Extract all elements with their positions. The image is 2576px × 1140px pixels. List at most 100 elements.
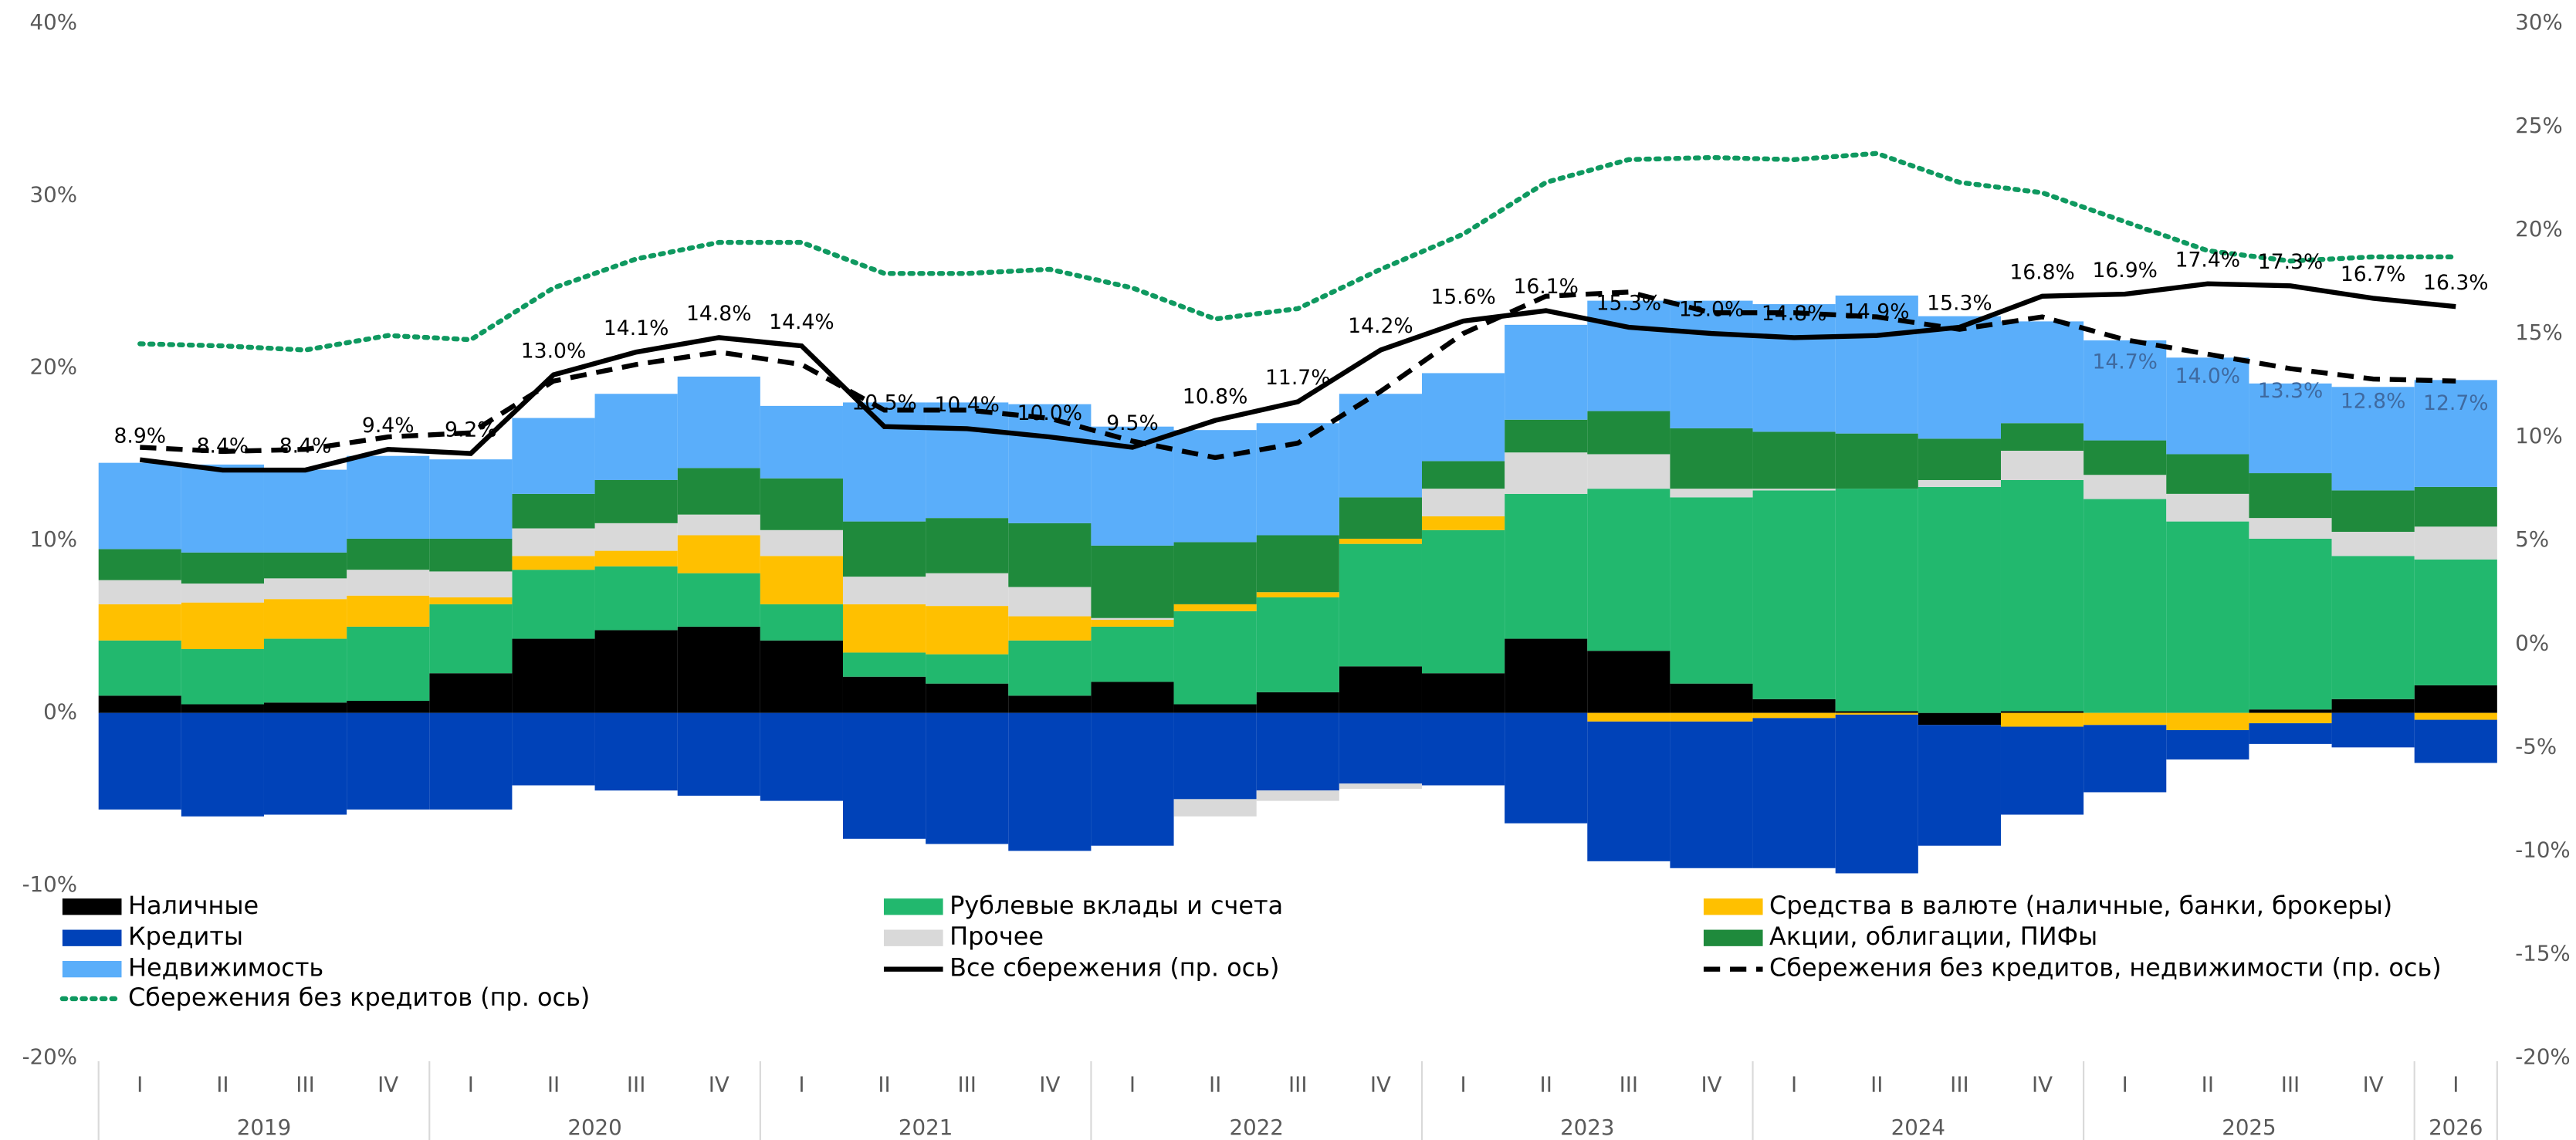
bar-segment [2249, 538, 2332, 710]
bar-segment [2000, 479, 2084, 712]
x-tick-label: I [468, 1072, 474, 1098]
x-tick-label: III [957, 1072, 976, 1098]
bar-segment [1173, 712, 1257, 800]
bar-segment [1587, 300, 1671, 411]
data-label: 14.8% [686, 302, 751, 326]
bar-segment [2331, 490, 2415, 533]
bar-segment [1091, 626, 1174, 682]
bar-segment [1752, 718, 1836, 868]
bar-segment [2414, 380, 2497, 487]
data-label: 14.0% [2175, 364, 2240, 388]
bar-segment [98, 549, 181, 580]
bar-segment [429, 673, 513, 713]
bar-segment [2249, 709, 2332, 713]
bar-segment [98, 462, 181, 550]
bar-segment [1421, 712, 1505, 786]
x-group-label: 2025 [2222, 1115, 2276, 1140]
bar-segment [1256, 692, 1339, 713]
legend-swatch [62, 961, 122, 978]
y-tick-label: 20% [30, 354, 77, 380]
data-label: 14.7% [2092, 350, 2157, 374]
x-tick-label: IV [1039, 1072, 1060, 1098]
bar-segment [2249, 383, 2332, 474]
bar-segment [1835, 712, 1918, 715]
bar-segment [2083, 340, 2167, 441]
bar-segment [842, 676, 926, 713]
bar-segment [1918, 725, 2001, 846]
x-tick-label: II [1870, 1072, 1883, 1098]
bar-segment [347, 570, 430, 596]
bar-segment [1091, 545, 1174, 618]
data-label: 14.9% [1844, 299, 1909, 323]
bar-segment [1752, 431, 1836, 489]
bar-segment [2249, 723, 2332, 744]
bar-segment [1587, 651, 1671, 713]
bar-segment [842, 652, 926, 677]
y2-tick-label: 5% [2515, 526, 2549, 552]
bar-segment [429, 459, 513, 539]
bar-segment [429, 712, 513, 810]
bar-segment [1587, 454, 1671, 489]
bar-segment [2166, 729, 2249, 759]
bar-segment [1008, 404, 1092, 523]
x-group-label: 2026 [2429, 1115, 2483, 1140]
bar-segment [347, 701, 430, 713]
y2-tick-label: -10% [2515, 837, 2570, 862]
bar-segment [1505, 493, 1588, 639]
bar-segment [1091, 682, 1174, 713]
x-tick-label: IV [2363, 1072, 2384, 1098]
bar-segment [2249, 712, 2332, 724]
bar-segment [2000, 450, 2084, 480]
bar-segment [1421, 489, 1505, 516]
bar-segment [2166, 712, 2249, 730]
bar-segment [1505, 419, 1588, 453]
bar-segment [1008, 712, 1092, 851]
bar-segment [429, 538, 513, 572]
y-tick-label: 30% [30, 181, 77, 207]
bar-segment [2249, 473, 2332, 519]
bar-segment [1918, 479, 2001, 487]
bar-segment [1670, 428, 1753, 489]
data-label: 16.9% [2092, 259, 2157, 282]
bar-segment [2166, 357, 2249, 455]
bar-segment [842, 402, 926, 522]
bar-segment [2000, 726, 2084, 815]
bar-segment [1008, 587, 1092, 617]
bar-segment [842, 604, 926, 653]
y-tick-label: 10% [30, 526, 77, 552]
data-label: 8.4% [279, 435, 332, 458]
bar-segment [1835, 433, 1918, 489]
legend-swatch [1703, 929, 1763, 946]
bar-segment [181, 712, 264, 817]
bar-segment [512, 528, 595, 556]
data-label: 11.7% [1265, 366, 1330, 390]
bar-segment [677, 535, 760, 573]
bar-segment [2083, 712, 2167, 726]
bar-segment [263, 702, 347, 713]
data-label: 8.9% [113, 424, 166, 448]
x-tick-label: III [1620, 1072, 1638, 1098]
bar-segment [1670, 712, 1753, 722]
bar-segment [1008, 640, 1092, 696]
bar-segment [926, 402, 1009, 519]
bar-segment [98, 580, 181, 604]
bar-segment [1587, 489, 1671, 651]
bar-segment [2414, 559, 2497, 685]
bar-segment [347, 455, 430, 539]
bar-segment [926, 654, 1009, 684]
x-tick-label: IV [1370, 1072, 1391, 1098]
data-label: 9.4% [362, 414, 415, 438]
y-tick-label: -20% [22, 1044, 77, 1070]
legend-swatch [883, 898, 943, 915]
bar-segment [1256, 423, 1339, 536]
x-group-label: 2023 [1560, 1115, 1614, 1140]
bar-segment [2166, 521, 2249, 713]
data-label: 12.7% [2423, 391, 2488, 415]
bar-segment [1752, 712, 1836, 719]
bar-segment [1505, 324, 1588, 420]
x-tick-label: II [1209, 1072, 1221, 1098]
x-tick-label: III [1950, 1072, 1968, 1098]
data-label: 10.0% [1017, 401, 1082, 425]
bar-segment [677, 712, 760, 796]
